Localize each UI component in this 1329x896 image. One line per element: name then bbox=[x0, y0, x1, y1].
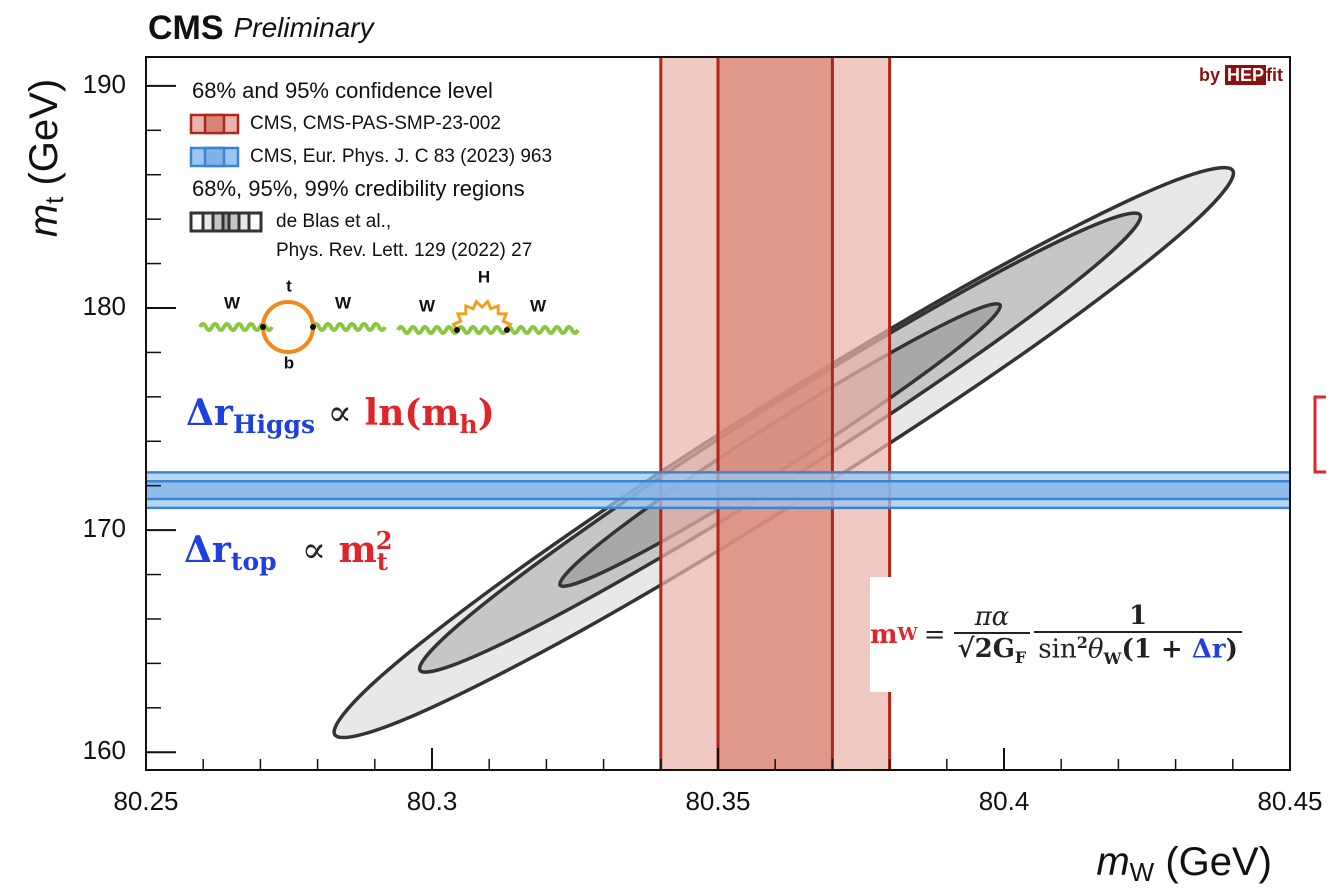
title: CMS bbox=[148, 9, 224, 47]
higgs-formula: ΔrHiggs ∝ ln(mh) bbox=[186, 392, 495, 439]
x-tick-label: 80.45 bbox=[1257, 786, 1322, 816]
formula-part: Higgs bbox=[233, 410, 315, 439]
x-tick-label: 80.35 bbox=[685, 786, 750, 816]
fraction-denominator: sin2θW(1 + Δr) bbox=[1034, 631, 1242, 668]
legend-label: CMS, Eur. Phys. J. C 83 (2023) 963 bbox=[250, 146, 552, 167]
x-tick-label: 80.4 bbox=[979, 786, 1030, 816]
y-axis-label: mt (GeV) bbox=[22, 79, 69, 237]
legend-swatch bbox=[205, 148, 224, 166]
logo-prefix: by bbox=[1199, 65, 1220, 85]
logo-box: HEP bbox=[1225, 65, 1266, 85]
formula-part: sin bbox=[1038, 635, 1076, 665]
formula-part: Δr bbox=[186, 392, 233, 434]
formula-part: ) bbox=[1226, 635, 1238, 665]
formula-part: θ bbox=[1088, 635, 1104, 665]
legend-title: 68%, 95%, 99% credibility regions bbox=[192, 176, 525, 201]
y-label-unit: (GeV) bbox=[22, 79, 66, 197]
y-tick-label: 180 bbox=[83, 291, 126, 321]
confidence-band bbox=[146, 481, 1290, 499]
formula-part: Δr bbox=[1192, 635, 1226, 665]
formula-part: m bbox=[339, 529, 377, 571]
page: 80.25 80.3 80.35 80.4 80.45 160 170 180 190 68% … bbox=[0, 0, 1329, 896]
formula-part: ln(m bbox=[365, 392, 460, 434]
formula-part: m bbox=[870, 620, 898, 650]
y-tick-label: 170 bbox=[83, 513, 126, 543]
formula-part: ∝ bbox=[328, 393, 352, 434]
vertex bbox=[260, 324, 266, 330]
vertex bbox=[504, 327, 510, 333]
y-tick-label: 190 bbox=[83, 69, 126, 99]
x-axis-label: mW (GeV) bbox=[1096, 840, 1272, 887]
formula-part: = bbox=[924, 620, 946, 650]
x-label-sub: W bbox=[1130, 857, 1155, 887]
vertex bbox=[310, 324, 316, 330]
diagram-label: H bbox=[478, 267, 490, 286]
logo-suffix: fit bbox=[1266, 65, 1283, 85]
legend-label: CMS, CMS-PAS-SMP-23-002 bbox=[250, 113, 501, 134]
vertex bbox=[454, 327, 460, 333]
formula-part: ) bbox=[478, 392, 495, 434]
legend-label: Phys. Rev. Lett. 129 (2022) 27 bbox=[276, 240, 532, 261]
chart-title: CMS Preliminary bbox=[148, 9, 376, 47]
formula-part: Δr bbox=[184, 529, 231, 571]
diagram-label: W bbox=[224, 293, 241, 312]
legend-label: de Blas et al., bbox=[276, 211, 391, 232]
subtitle: Preliminary bbox=[234, 12, 376, 43]
legend-swatch bbox=[205, 115, 224, 133]
diagram-label: W bbox=[530, 296, 547, 315]
x-label-unit: (GeV) bbox=[1154, 840, 1272, 884]
red-bracket bbox=[1315, 397, 1326, 472]
formula-part: F bbox=[1015, 648, 1026, 667]
diagram-label: t bbox=[286, 276, 292, 295]
formula-part: 2 bbox=[1077, 633, 1088, 652]
x-label-symbol: m bbox=[1096, 840, 1129, 884]
y-tick-label: 160 bbox=[83, 735, 126, 765]
top-formula: Δrtop ∝ mt2 bbox=[184, 526, 393, 576]
formula-part: 2 bbox=[376, 526, 393, 555]
y-label-symbol: m bbox=[22, 204, 66, 237]
formula-part: h bbox=[460, 410, 478, 439]
formula-part: (1 + bbox=[1121, 635, 1191, 665]
formula-part: W bbox=[898, 624, 918, 645]
chart: 80.25 80.3 80.35 80.4 80.45 160 170 180 190 68% … bbox=[0, 0, 1329, 896]
diagram-label: W bbox=[419, 296, 436, 315]
x-tick-label: 80.3 bbox=[407, 786, 458, 816]
diagram-label: b bbox=[284, 353, 294, 372]
x-tick-label: 80.25 bbox=[113, 786, 178, 816]
formula-part: πα bbox=[971, 602, 1014, 632]
fraction: πα√2GF bbox=[954, 602, 1031, 667]
formula-part: top bbox=[231, 547, 277, 576]
fraction-denominator: √2GF bbox=[954, 632, 1031, 667]
legend-swatch bbox=[223, 213, 229, 231]
diagram-label: W bbox=[335, 293, 352, 312]
confidence-band bbox=[718, 57, 832, 770]
formula-part: √2G bbox=[958, 634, 1015, 664]
formula-part: W bbox=[1103, 649, 1121, 668]
formula-part: ∝ bbox=[302, 530, 326, 571]
legend-title: 68% and 95% confidence level bbox=[192, 78, 493, 103]
formula-part: 1 bbox=[1125, 601, 1151, 631]
